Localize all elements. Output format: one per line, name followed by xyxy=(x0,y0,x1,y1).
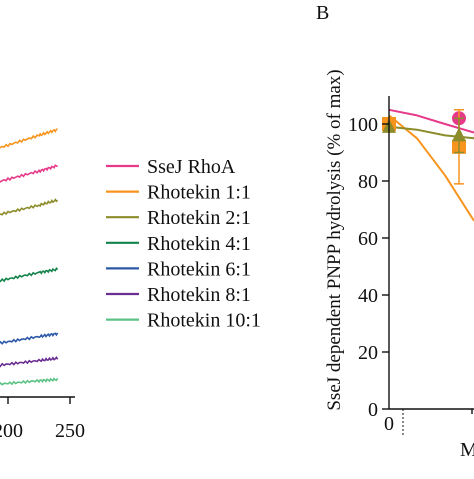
panel-a: 200 250 SseJ RhoA Rhotekin 1:1 Rhotekin 2:1… xyxy=(0,128,261,442)
legend-label: Rhotekin 8:1 xyxy=(147,284,251,306)
panel-b-label: B xyxy=(316,2,329,24)
panel-b-y-tick-label: 100 xyxy=(348,114,378,136)
panel-a-series-line xyxy=(0,332,59,345)
panel-a-series-line xyxy=(0,267,59,283)
panel-b-x-axis-label: M xyxy=(460,439,474,461)
panel-b-x-ticks: 0 xyxy=(384,409,473,436)
panel-b-fit-curves xyxy=(388,108,474,222)
panel-b-point xyxy=(452,127,466,142)
panel-a-x-tick-label: 200 xyxy=(0,420,23,442)
legend-label: Rhotekin 1:1 xyxy=(147,182,251,204)
legend-label: Rhotekin 4:1 xyxy=(147,233,251,255)
panel-a-x-tick-label: 250 xyxy=(55,420,85,442)
legend-label: SseJ RhoA xyxy=(147,156,236,178)
panel-a-series-line xyxy=(0,164,58,183)
legend-label: Rhotekin 2:1 xyxy=(147,207,251,229)
panel-b-y-tick-label: 0 xyxy=(368,399,378,421)
panel-b: B SseJ dependent PNPP hydrolysis (% of m… xyxy=(316,2,474,461)
panel-b-y-tick-label: 40 xyxy=(358,285,378,307)
panel-b-x-tick-label: 0 xyxy=(384,413,394,435)
panel-a-x-ticks: 200 250 xyxy=(0,397,85,442)
panel-a-series-line xyxy=(0,198,59,216)
panel-b-y-ticks: 0 20 40 60 80 100 xyxy=(348,114,389,421)
panel-b-y-tick-label: 60 xyxy=(358,228,378,250)
panel-b-y-tick-label: 80 xyxy=(358,171,378,193)
panel-a-series-line xyxy=(0,128,58,149)
legend-label: Rhotekin 6:1 xyxy=(147,258,251,280)
panel-b-y-tick-label: 20 xyxy=(358,342,378,364)
panel-a-series-lines xyxy=(0,128,59,386)
panel-a-legend: SseJ RhoA Rhotekin 1:1 Rhotekin 2:1 Rhoteki… xyxy=(106,156,261,332)
panel-a-series-line xyxy=(0,356,59,368)
panel-b-y-axis-label: SseJ dependent PNPP hydrolysis (% of max… xyxy=(324,69,345,410)
panel-a-series-line xyxy=(0,377,59,386)
legend-label: Rhotekin 10:1 xyxy=(147,310,261,332)
panel-b-fit-curve xyxy=(388,114,474,222)
